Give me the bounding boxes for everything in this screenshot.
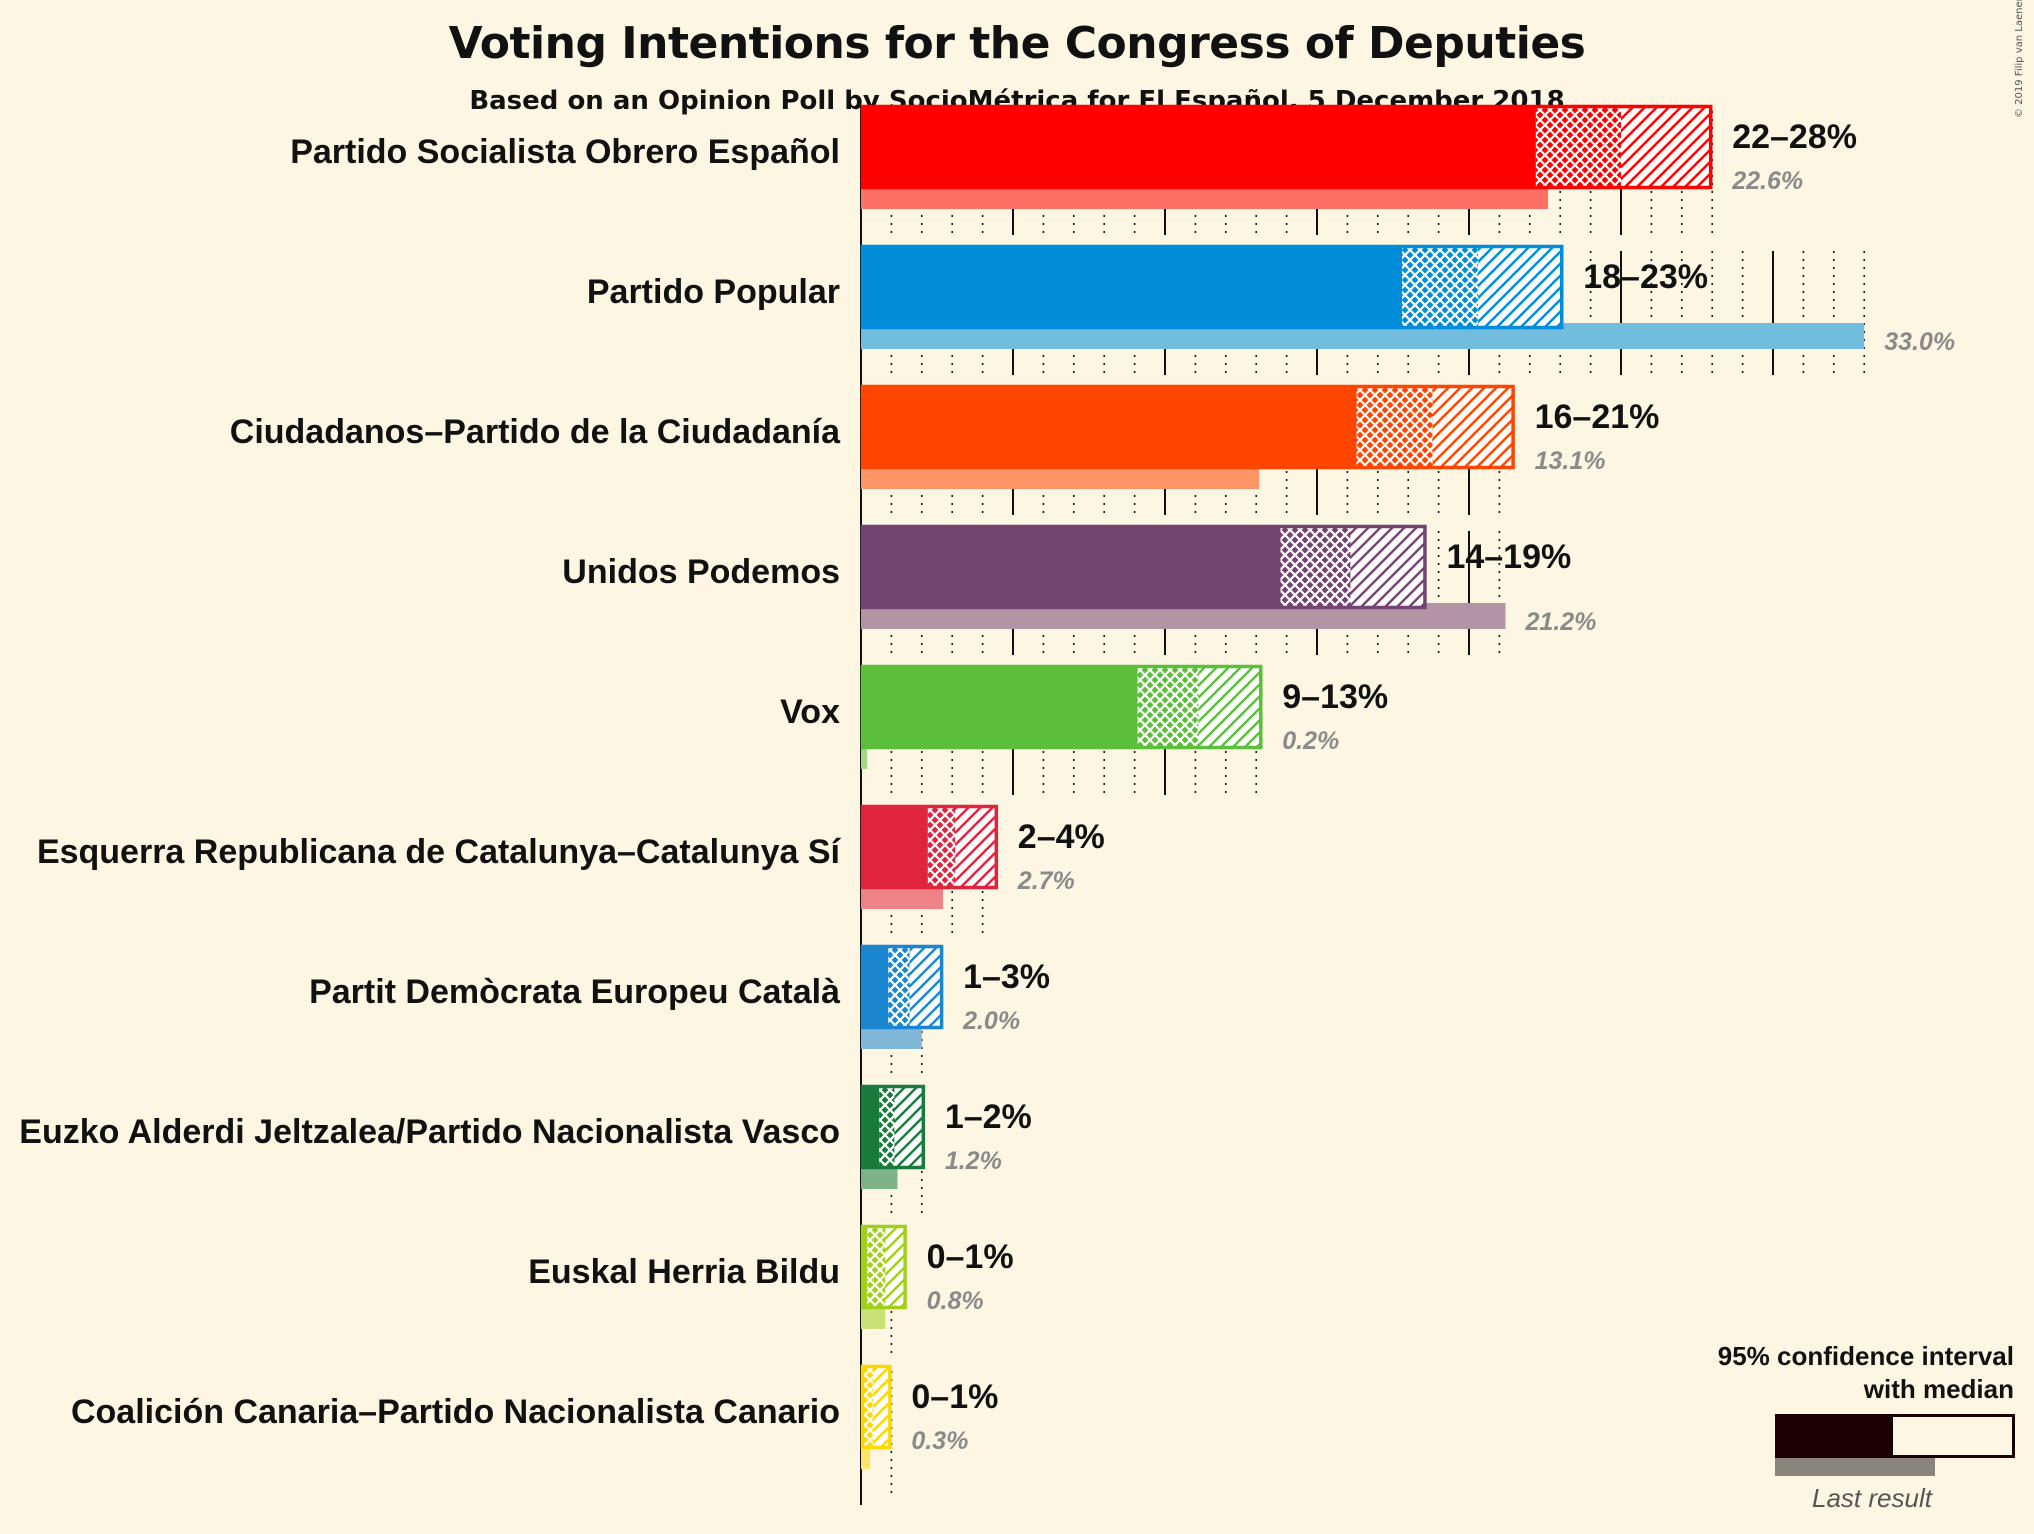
chart-title: Voting Intentions for the Congress of De… [448,18,1586,69]
range-label: 2–4% [1018,818,1105,856]
party-label: Vox [780,693,840,731]
range-label: 14–19% [1446,538,1571,576]
ci-upper-half [1432,385,1515,469]
ci-outline [860,804,999,890]
party-row: Vox 9–13% 0.2% [780,664,1388,769]
legend-ci-lower-half [1893,1414,1976,1458]
party-label: Euskal Herria Bildu [528,1253,840,1291]
last-result-bar [861,743,868,769]
ci-upper-half [909,945,944,1029]
ci-upper-half [1478,245,1564,329]
ci-outline [860,1364,892,1450]
party-label: Euzko Alderdi Jeltzalea/Partido Nacional… [19,1113,840,1151]
ci-upper-half [873,1365,892,1449]
ci-outline [860,384,1515,470]
last-result-label: 22.6% [1731,167,1803,195]
ci-lower-half [1356,385,1433,469]
party-label: Partido Popular [587,273,840,311]
last-result-bar [861,1443,871,1469]
ci-solid-bar [861,105,1536,189]
ci-solid-bar [861,1085,880,1169]
ci-lower-half [927,805,956,889]
ci-lower-half [1402,245,1479,329]
party-row: Partido Socialista Obrero Español 22–28% 2… [290,104,1857,209]
last-result-label: 1.2% [945,1147,1002,1175]
legend-last-result-label: Last result [1812,1483,1934,1513]
party-label: Unidos Podemos [562,553,840,591]
legend-ci-upper-half [1976,1414,2015,1458]
last-result-label: 13.1% [1535,447,1606,475]
party-row: Partido Popular 18–23% 33.0% [587,244,1955,356]
ci-outline [860,244,1564,330]
legend-title-line1: 95% confidence interval [1718,1341,2014,1371]
last-result-label: 33.0% [1884,328,1955,356]
range-label: 16–21% [1535,398,1660,436]
ci-outline [860,664,1263,750]
ci-lower-half [864,1365,874,1449]
last-result-label: 0.2% [1282,727,1339,755]
party-label: Ciudadanos–Partido de la Ciudadanía [230,413,841,451]
last-result-label: 0.3% [911,1427,968,1455]
ci-lower-half [888,945,910,1029]
range-label: 0–1% [911,1378,998,1416]
party-row: Unidos Podemos 14–19% 21.2% [562,524,1596,636]
range-label: 0–1% [927,1238,1014,1276]
ci-lower-half [867,1225,886,1309]
ci-lower-half [879,1085,895,1169]
ci-upper-half [955,805,998,889]
ci-upper-half [894,1085,925,1169]
ci-lower-half [1280,525,1351,609]
ci-outline [860,944,944,1030]
range-label: 1–2% [945,1098,1032,1136]
range-label: 18–23% [1583,258,1708,296]
legend-last-result-swatch [1775,1456,1935,1476]
party-row: Ciudadanos–Partido de la Ciudadanía 16–21… [230,384,1660,489]
party-row: Esquerra Republicana de Catalunya–Catalu… [37,804,1105,909]
ci-lower-half [1137,665,1199,749]
ci-upper-half [885,1225,907,1309]
party-label: Partit Demòcrata Europeu Català [309,973,840,1011]
ci-upper-half [1621,105,1713,189]
ci-outline [860,104,1713,190]
ci-solid-bar [861,805,928,889]
ci-upper-half [1198,665,1263,749]
last-result-label: 2.0% [962,1007,1020,1035]
party-row: Euskal Herria Bildu 0–1% 0.8% [528,1224,1014,1329]
ci-upper-half [1350,525,1427,609]
range-label: 9–13% [1282,678,1388,716]
party-row: Euzko Alderdi Jeltzalea/Partido Nacional… [19,1084,1032,1189]
party-label: Esquerra Republicana de Catalunya–Catalu… [37,833,842,871]
ci-solid-bar [861,945,889,1029]
legend-ci-outline [1775,1414,2015,1458]
legend-ci-solid [1775,1414,1893,1458]
last-result-label: 21.2% [1524,608,1596,636]
ci-outline [860,1224,907,1310]
party-label: Partido Socialista Obrero Español [290,133,840,171]
party-label: Coalición Canaria–Partido Nacionalista C… [71,1393,840,1431]
ci-outline [860,524,1427,610]
ci-solid-bar [861,385,1357,469]
ci-outline [860,1084,926,1170]
last-result-label: 2.7% [1017,867,1075,895]
ci-lower-half [1535,105,1621,189]
party-row: Partit Demòcrata Europeu Català 1–3% 2.0% [309,944,1050,1049]
ci-solid-bar [861,245,1403,329]
bar-series: Partido Socialista Obrero Español 22–28% 2… [19,104,1955,1469]
party-row: Coalición Canaria–Partido Nacionalista C… [71,1364,998,1469]
legend-title-line2: with median [1863,1374,2014,1404]
range-label: 1–3% [963,958,1050,996]
ci-solid-bar [861,525,1281,609]
range-label: 22–28% [1732,118,1857,156]
ci-solid-bar [861,665,1138,749]
last-result-label: 0.8% [927,1287,984,1315]
